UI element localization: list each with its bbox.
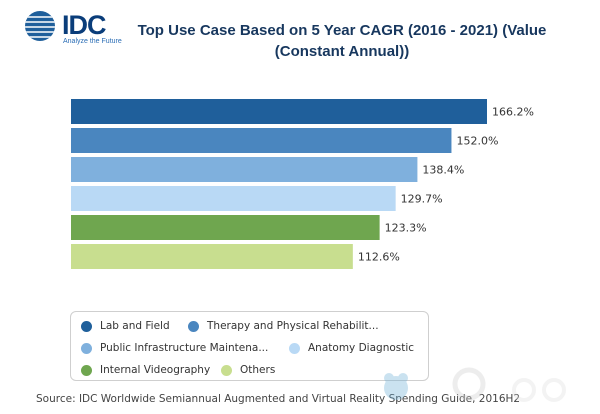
legend-item: Therapy and Physical Rehabilit... [188,320,379,332]
legend-swatch [81,342,92,354]
legend-item: Public Infrastructure Maintena... [81,342,268,354]
bar-value-label: 123.3% [385,222,427,235]
legend-swatch [188,320,199,332]
bar [71,215,380,240]
bar-chart: 166.2% 152.0% 138.4% 129.7% 123.3% 112.6% [71,99,534,269]
bar [71,99,487,124]
chart-title-line-2: (Constant Annual)) [274,43,410,60]
legend-label: Internal Videography [100,364,211,376]
bar-value-label: 138.4% [422,164,464,177]
idc-logo: IDC Analyze the Future [22,8,132,48]
legend-item: Anatomy Diagnostic [289,342,414,354]
logo-tagline: Analyze the Future [63,38,122,45]
legend-label: Anatomy Diagnostic [308,342,415,354]
legend-item: Lab and Field [81,320,170,332]
legend-label: Public Infrastructure Maintena... [100,342,269,354]
chart-title-line-1: Top Use Case Based on 5 Year CAGR (2016 … [137,22,547,39]
legend-label: Others [240,364,276,376]
bar-value-label: 166.2% [492,106,534,119]
watermark-logo [384,367,566,402]
legend-label: Therapy and Physical Rehabilit... [207,320,379,332]
bar [71,186,396,211]
legend-item: Internal Videography [81,364,210,376]
logo-wordmark: IDC [62,10,106,40]
bar-value-label: 152.0% [456,135,498,148]
bar-value-label: 129.7% [401,193,443,206]
legend-swatch [289,342,300,354]
legend-swatch [221,364,232,376]
legend-swatch [81,364,92,376]
source-note: Source: IDC Worldwide Semiannual Augment… [36,393,521,405]
legend-item: Others [221,364,275,376]
chart-title: Top Use Case Based on 5 Year CAGR (2016 … [132,20,552,62]
chart-legend: Lab and Field Therapy and Physical Rehab… [70,311,429,381]
bar-value-label: 112.6% [358,251,400,264]
legend-swatch [81,320,92,332]
bar [71,244,353,269]
legend-label: Lab and Field [100,320,170,332]
globe-icon [25,11,55,41]
bar [71,128,452,153]
bar [71,157,418,182]
